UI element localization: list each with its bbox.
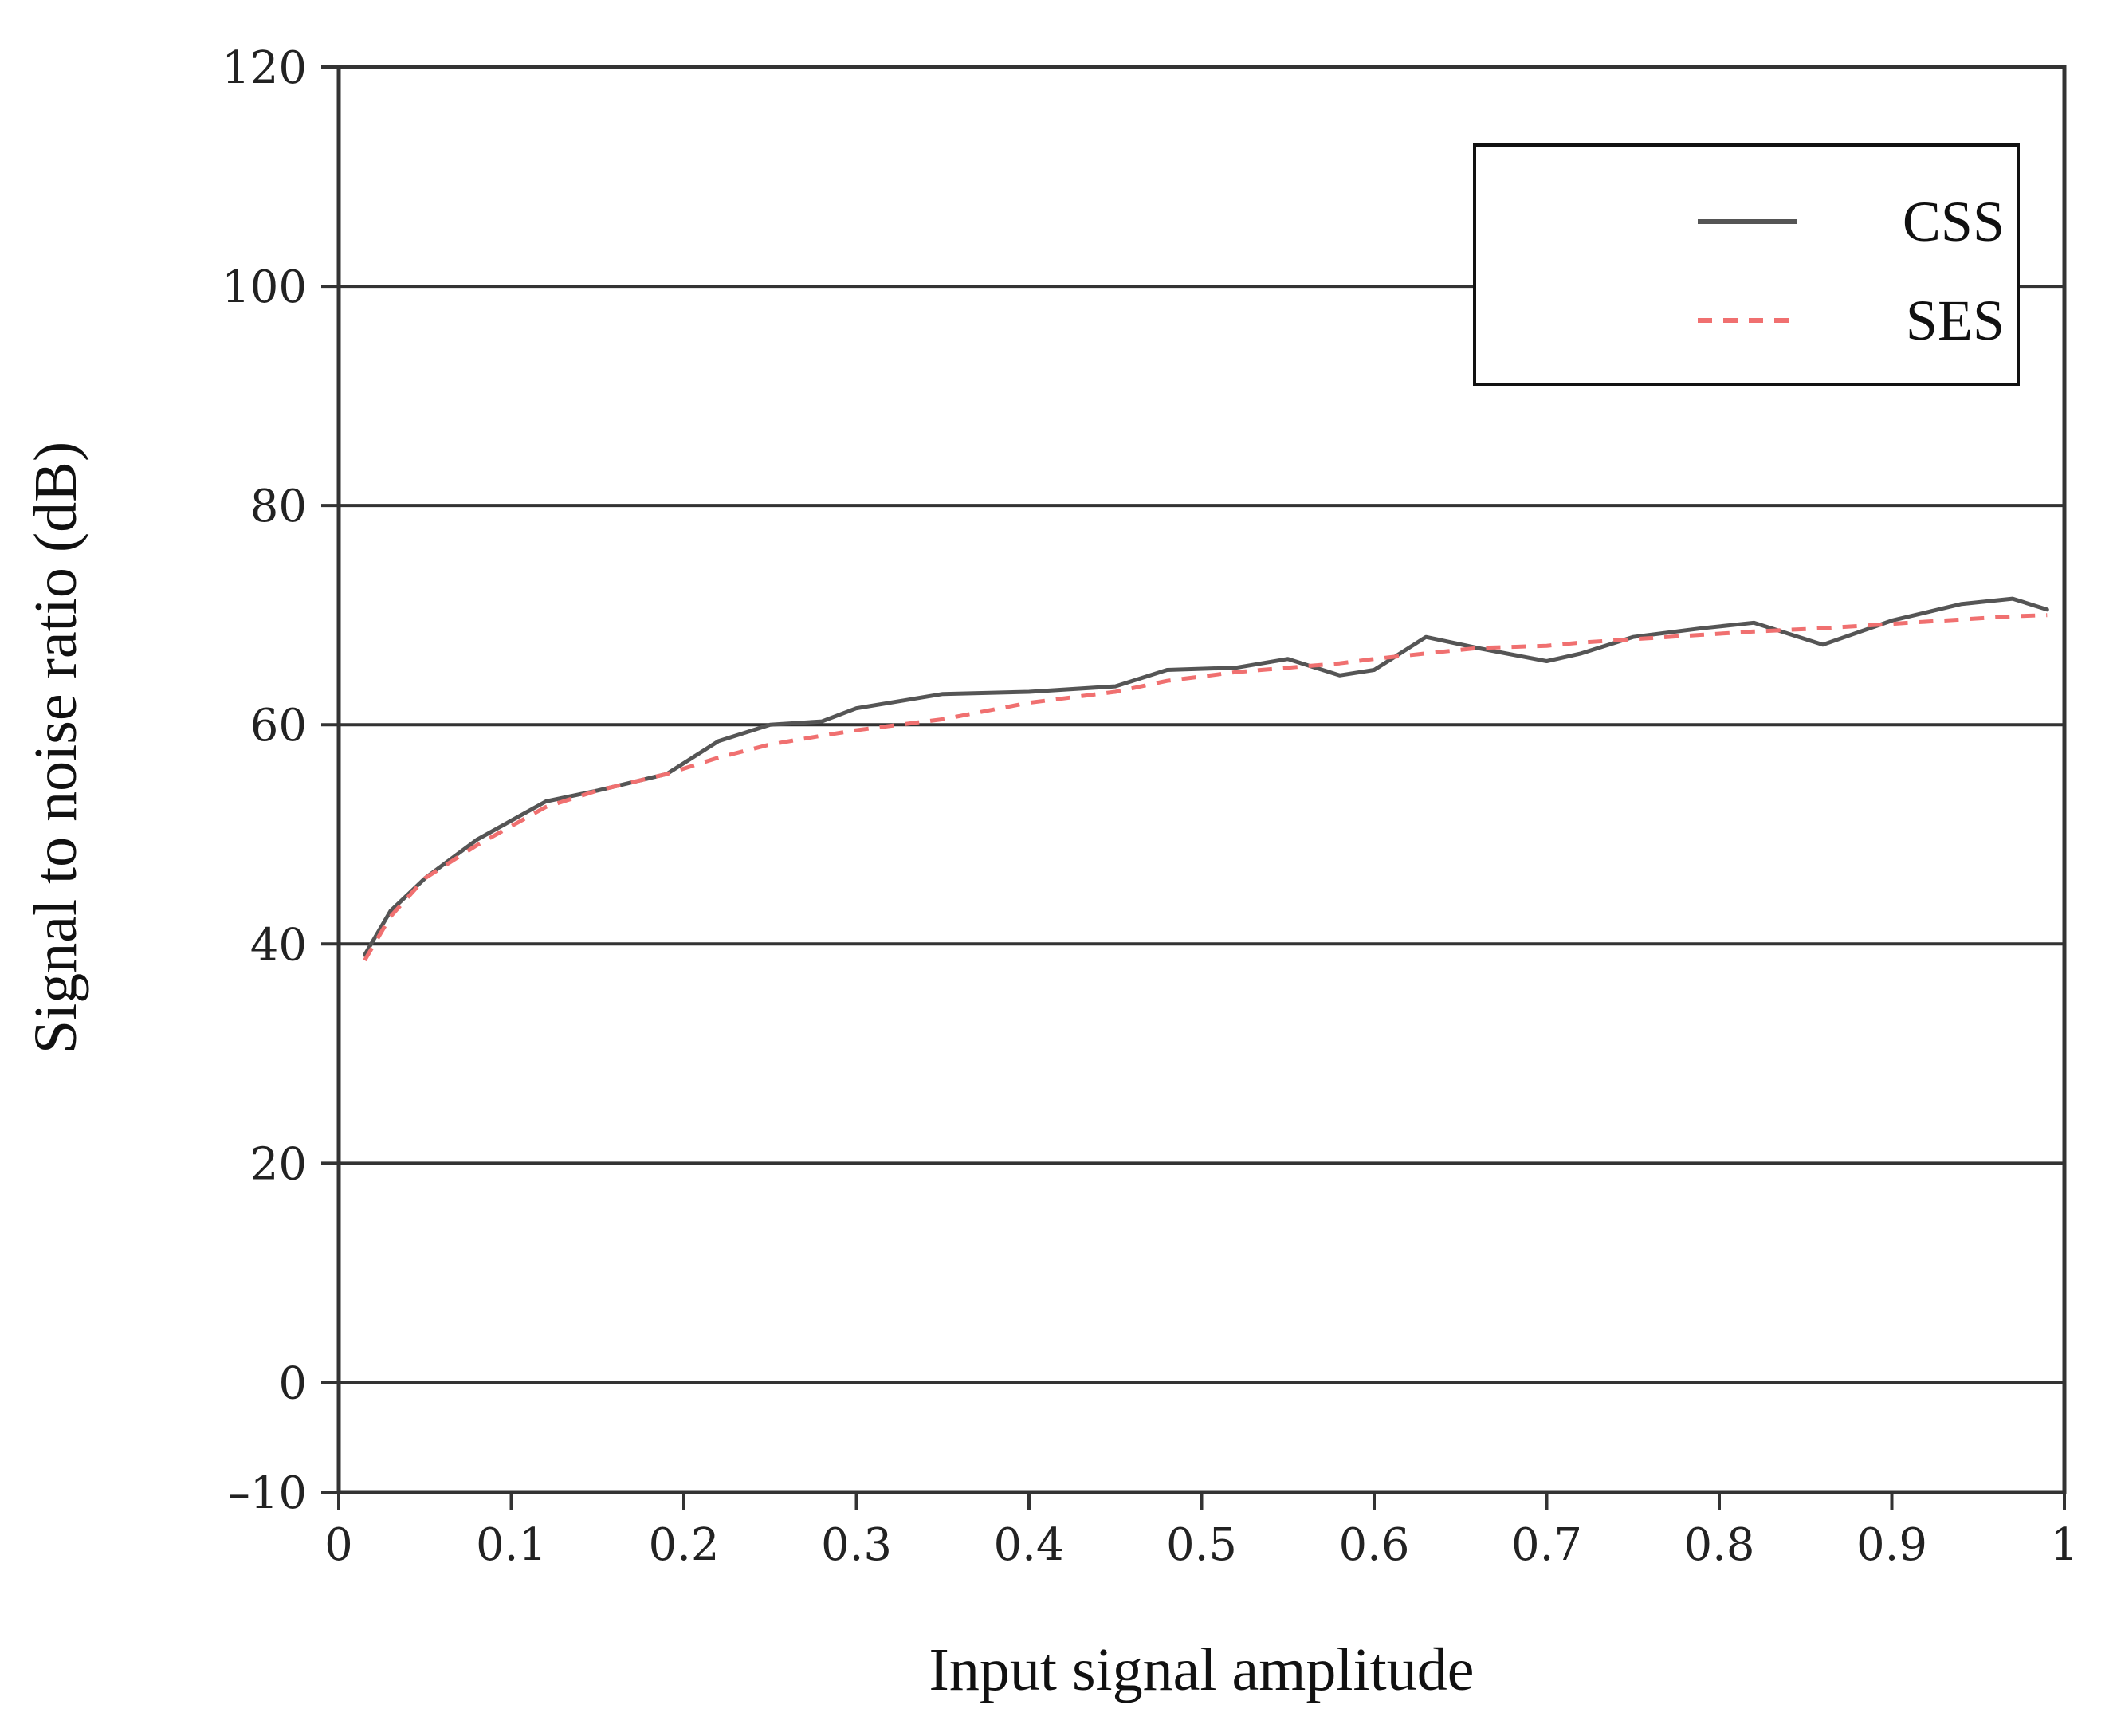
- x-tick-label-2: 0.2: [648, 1519, 719, 1571]
- x-tick-label-5: 0.5: [1166, 1519, 1237, 1571]
- x-tick-label-6: 0.6: [1338, 1519, 1409, 1571]
- y-tick-label-0: –10: [228, 1467, 307, 1519]
- series-line-css: [363, 596, 2049, 957]
- x-tick-label-1: 0.1: [476, 1519, 547, 1571]
- legend: CSS SES: [1473, 143, 2020, 386]
- y-tick-label-3: 40: [250, 919, 307, 971]
- y-tick-label-6: 100: [222, 261, 307, 313]
- legend-label-ses: SES: [1906, 289, 2005, 352]
- y-tick-label-1: 0: [278, 1357, 307, 1409]
- y-tick-label-4: 60: [250, 700, 307, 752]
- x-tick-label-7: 0.7: [1511, 1519, 1582, 1571]
- y-tick-label-5: 80: [250, 481, 307, 532]
- y-axis-ticks: –10 0 20 40 60 80 100 120: [222, 42, 339, 1519]
- x-tick-label-3: 0.3: [821, 1519, 892, 1571]
- y-tick-label-7: 120: [222, 42, 307, 94]
- horizontal-gridlines: [339, 285, 2064, 1384]
- x-tick-label-0: 0: [324, 1519, 353, 1571]
- series-line-ses: [363, 613, 2048, 962]
- x-axis-ticks: 0 0.1 0.2 0.3 0.4 0.5 0.6 0.7 0.8 0.9 1: [324, 1492, 2079, 1571]
- y-tick-label-2: 20: [250, 1138, 307, 1190]
- legend-box: [1473, 143, 2020, 386]
- x-tick-label-8: 0.8: [1683, 1519, 1754, 1571]
- x-axis-label: Input signal amplitude: [929, 1636, 1475, 1703]
- x-tick-label-9: 0.9: [1856, 1519, 1927, 1571]
- series-lines: [363, 596, 2049, 962]
- legend-label-css: CSS: [1903, 190, 2005, 253]
- x-tick-label-4: 0.4: [993, 1519, 1064, 1571]
- x-tick-label-10: 1: [2050, 1519, 2079, 1571]
- y-axis-label: Signal to noise ratio (dB): [22, 442, 89, 1054]
